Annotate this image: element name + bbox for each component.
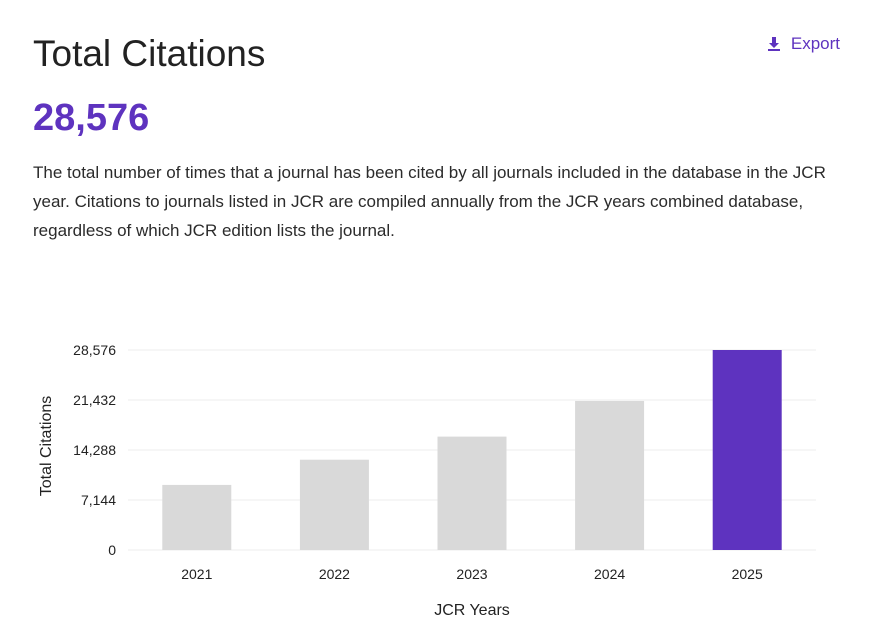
bars xyxy=(162,350,782,550)
bar-2025[interactable] xyxy=(712,350,782,550)
total-citations-value: 28,576 xyxy=(33,97,150,139)
bar-2024[interactable] xyxy=(575,400,645,550)
y-tick-label: 0 xyxy=(108,542,116,558)
y-axis-title: Total Citations xyxy=(38,396,55,497)
bar-2021[interactable] xyxy=(162,484,232,550)
x-tick-label: 2021 xyxy=(181,566,212,582)
y-tick-label: 7,144 xyxy=(81,492,116,508)
x-tick-label: 2022 xyxy=(319,566,350,582)
metric-description: The total number of times that a journal… xyxy=(33,163,826,240)
export-label: Export xyxy=(790,34,840,53)
header: Total Citations Export xyxy=(33,30,840,78)
x-tick-label: 2025 xyxy=(732,566,763,582)
y-tick-label: 14,288 xyxy=(73,442,116,458)
y-tick-label: 21,432 xyxy=(73,392,116,408)
x-tick-label: 2024 xyxy=(594,566,625,582)
page-title: Total Citations xyxy=(33,33,266,74)
export-button[interactable]: Export xyxy=(767,34,840,54)
x-axis-title: JCR Years xyxy=(434,602,510,619)
x-axis-ticks: 2021 2022 2023 2024 2025 xyxy=(181,566,763,582)
bar-2022[interactable] xyxy=(299,459,369,550)
x-tick-label: 2023 xyxy=(456,566,487,582)
y-axis-ticks: 0 7,144 14,288 21,432 28,576 xyxy=(73,342,116,558)
y-tick-label: 28,576 xyxy=(73,342,116,358)
download-icon xyxy=(767,36,781,52)
bar-2023[interactable] xyxy=(437,436,507,550)
